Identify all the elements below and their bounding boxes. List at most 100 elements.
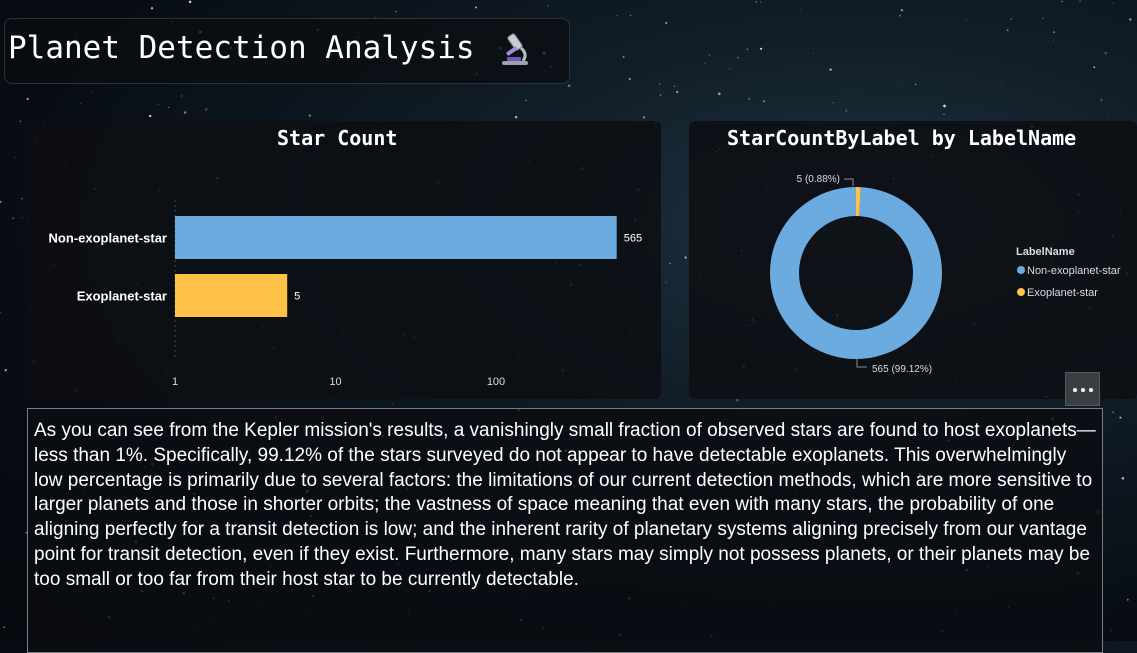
star-dot (718, 92, 721, 96)
star-dot (395, 11, 397, 13)
star-dot (1107, 113, 1109, 115)
star-dot (1112, 411, 1115, 414)
star-dot (1010, 18, 1012, 20)
star-dot (899, 14, 901, 17)
star-dot (665, 282, 667, 284)
dot-icon (1089, 388, 1093, 392)
star-dot (665, 22, 668, 24)
star-dot (760, 1, 762, 3)
star-dot (21, 217, 23, 219)
page-title: Planet Detection Analysis (8, 30, 475, 66)
star-dot (898, 87, 900, 89)
star-dot (150, 7, 154, 10)
star-dot (1061, 0, 1063, 3)
star-dot (1121, 476, 1125, 480)
star-dot (900, 9, 904, 12)
star-dot (1001, 82, 1002, 84)
star-dot (914, 83, 917, 86)
star-dot (616, 15, 618, 17)
star-dot (669, 262, 671, 264)
star-dot (547, 5, 549, 7)
commentary-box (27, 408, 1103, 653)
star-dot (1006, 29, 1009, 32)
star-dot (183, 111, 187, 114)
star-dot (628, 78, 631, 80)
star-dot (763, 100, 765, 103)
star-dot (1119, 416, 1122, 419)
star-dot (19, 120, 22, 123)
star-dot (0, 200, 2, 203)
star-dot (3, 626, 6, 629)
star-dot (755, 1, 758, 3)
star-dot (676, 90, 679, 93)
star-dot (1079, 0, 1081, 2)
star-dot (25, 532, 28, 534)
star-dot (0, 311, 1, 314)
star-dot (26, 97, 29, 101)
star-dot (14, 156, 16, 158)
star-dot (205, 108, 208, 111)
star-dot (525, 99, 527, 102)
bar-chart-panel (26, 121, 661, 399)
star-dot (708, 54, 711, 57)
star-dot (629, 14, 632, 17)
star-dot (965, 19, 967, 21)
star-dot (391, 403, 393, 405)
star-dot (20, 197, 23, 200)
star-dot (704, 63, 705, 65)
star-dot (168, 106, 170, 108)
star-dot (684, 256, 687, 259)
bar-chart-title: Star Count (277, 126, 398, 150)
star-dot (1042, 17, 1044, 20)
commentary-text: As you can see from the Kepler mission's… (34, 420, 1096, 590)
star-dot (1112, 2, 1114, 4)
microscope-icon (502, 33, 528, 65)
star-dot (943, 113, 945, 115)
star-dot (157, 104, 159, 106)
star-dot (149, 114, 152, 118)
star-dot (1100, 99, 1103, 102)
star-dot (658, 83, 661, 85)
star-dot (813, 52, 814, 54)
star-dot (659, 94, 662, 96)
star-dot (760, 47, 763, 50)
star-dot (1093, 66, 1096, 69)
star-dot (188, 0, 192, 4)
star-dot (673, 85, 676, 87)
donut-chart-title: StarCountByLabel by LabelName (727, 126, 1077, 150)
star-dot (514, 115, 518, 119)
star-dot (308, 114, 312, 117)
star-dot (748, 97, 751, 100)
star-dot (375, 17, 377, 18)
title-banner (4, 18, 570, 84)
star-dot (474, 6, 477, 9)
star-dot (829, 68, 832, 71)
star-dot (1104, 51, 1107, 55)
star-dot (1129, 18, 1132, 21)
star-dot (743, 4, 745, 6)
star-dot (845, 109, 848, 112)
dot-icon (1073, 388, 1077, 392)
star-dot (943, 104, 946, 108)
star-dot (737, 56, 739, 59)
dot-icon (1081, 388, 1085, 392)
star-dot (642, 116, 646, 119)
star-dot (92, 91, 94, 93)
more-options-button[interactable] (1065, 372, 1100, 406)
star-dot (12, 217, 15, 220)
star-dot (7, 123, 9, 125)
star-dot (1126, 598, 1129, 601)
star-dot (1053, 31, 1056, 34)
star-dot (4, 369, 7, 372)
star-dot (1053, 40, 1055, 41)
star-dot (832, 102, 834, 104)
star-dot (704, 91, 705, 92)
star-dot (622, 55, 625, 59)
star-dot (1110, 629, 1112, 632)
star-dot (567, 84, 571, 87)
star-dot (746, 48, 749, 50)
donut-chart-panel (689, 121, 1137, 399)
star-dot (79, 103, 81, 104)
star-dot (180, 95, 183, 97)
star-dot (729, 68, 731, 70)
